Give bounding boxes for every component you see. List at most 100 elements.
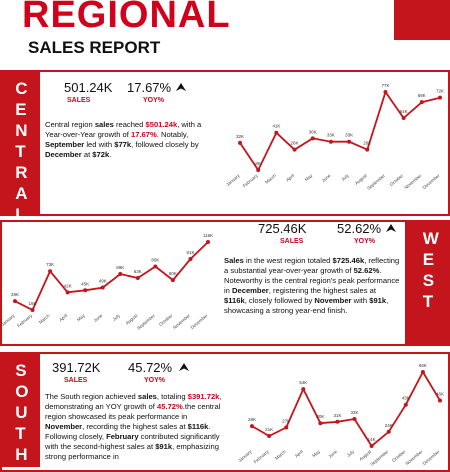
x-tick-label: December	[422, 173, 441, 190]
text-segment: $725.46k	[332, 256, 365, 265]
up-arrow	[386, 224, 396, 232]
data-label: 72K	[436, 89, 444, 94]
data-label: 14K	[368, 437, 376, 442]
point	[170, 278, 175, 283]
point	[118, 271, 123, 276]
x-tick-label: December	[190, 313, 209, 330]
point	[206, 240, 210, 244]
x-tick-label: May	[76, 312, 86, 322]
data-label: 60K	[169, 271, 177, 276]
point	[65, 290, 70, 295]
x-tick-label: January	[225, 172, 241, 187]
summary: The South region achieved sales, totalin…	[45, 392, 225, 462]
data-label: 68K	[418, 93, 426, 98]
text-segment: 45.72%	[157, 402, 183, 411]
text-segment: $501.24k	[145, 120, 178, 129]
data-label: 116K	[203, 233, 213, 238]
title: REGIONAL	[22, 0, 231, 36]
x-tick-label: December	[422, 449, 441, 466]
up-arrow	[176, 83, 186, 91]
data-label: 31K	[333, 413, 341, 418]
data-label: 77K	[381, 83, 389, 88]
x-tick-label: June	[93, 313, 104, 323]
sales-value: 391.72K	[52, 360, 101, 375]
point	[328, 139, 333, 144]
x-tick-label: August	[125, 312, 140, 325]
text-segment: , totaling	[156, 392, 188, 401]
region-strip: WEST	[405, 220, 450, 346]
text-segment: September	[45, 140, 85, 149]
text-segment: $72k	[92, 150, 110, 159]
data-label: 42K	[64, 283, 72, 288]
text-segment: February	[106, 432, 139, 441]
line	[251, 370, 441, 448]
x-tick-label: February	[242, 172, 260, 188]
point	[369, 444, 374, 448]
yoy-label: YOY%	[143, 97, 165, 104]
point	[284, 425, 289, 430]
summary: Central region sales reached $501.24k, w…	[45, 120, 217, 160]
sales-value: 501.24K	[64, 80, 113, 95]
x-tick-label: January	[237, 448, 253, 463]
text-segment: .the central region showcased its peak p…	[45, 402, 221, 421]
text-segment: reached	[113, 120, 146, 129]
point	[438, 95, 442, 100]
point	[188, 257, 193, 261]
data-label: 69K	[116, 265, 124, 270]
text-segment: .	[109, 150, 112, 159]
text-segment: , recording the highest sales at	[82, 422, 188, 431]
data-label: 28K	[248, 417, 256, 422]
point	[30, 308, 35, 312]
data-label: 43K	[402, 396, 410, 401]
data-label: 33K	[345, 133, 353, 138]
data-label: 33K	[351, 410, 359, 415]
data-label: 66K	[419, 363, 427, 368]
yoy-label: YOY%	[144, 377, 166, 384]
up-arrow	[179, 363, 189, 371]
x-tick-label: July	[112, 312, 122, 321]
point	[401, 116, 406, 120]
yoy-label: YOY%	[354, 238, 376, 245]
data-label: 26K	[291, 141, 299, 146]
line	[239, 89, 441, 172]
sales-label: SALES	[67, 97, 91, 104]
text-segment: , closely followed by	[244, 296, 315, 305]
point	[250, 424, 254, 429]
region-name: CENTRAL	[15, 79, 28, 224]
x-tick-label: November	[404, 449, 423, 466]
x-tick-label: September	[369, 449, 389, 467]
point	[383, 90, 388, 94]
point	[48, 269, 53, 274]
text-segment: The South region achieved	[45, 392, 138, 401]
text-segment: . Noteworthy is the central region's pea…	[224, 266, 400, 295]
x-tick-label: October	[389, 173, 405, 187]
point	[100, 285, 105, 290]
x-tick-label: October	[158, 313, 174, 327]
data-label: 32K	[236, 134, 244, 139]
sales-value: 725.46K	[258, 221, 307, 236]
x-tick-label: August	[358, 448, 373, 461]
x-tick-label: April	[58, 313, 68, 323]
west-panel	[0, 220, 450, 346]
x-tick-label: July	[340, 172, 350, 181]
data-label: 30K	[316, 414, 324, 419]
point	[352, 416, 357, 421]
x-tick-label: March	[264, 173, 277, 185]
text-segment: December	[45, 150, 82, 159]
x-tick-label: July	[346, 448, 356, 457]
region-strip: CENTRAL	[0, 70, 40, 224]
data-label: 54K	[400, 109, 408, 114]
data-label: 73K	[46, 262, 54, 267]
x-tick-label: April	[294, 449, 304, 459]
point	[438, 398, 442, 403]
text-segment: , reflecting a substantial year-over-yea…	[224, 256, 400, 275]
data-label: 41K	[272, 124, 280, 129]
point	[13, 299, 17, 304]
text-segment: , followed closely by	[131, 140, 199, 149]
point	[419, 100, 424, 105]
point	[347, 139, 352, 144]
x-tick-label: June	[321, 173, 332, 183]
point	[274, 130, 279, 135]
x-tick-label: August	[354, 172, 369, 185]
